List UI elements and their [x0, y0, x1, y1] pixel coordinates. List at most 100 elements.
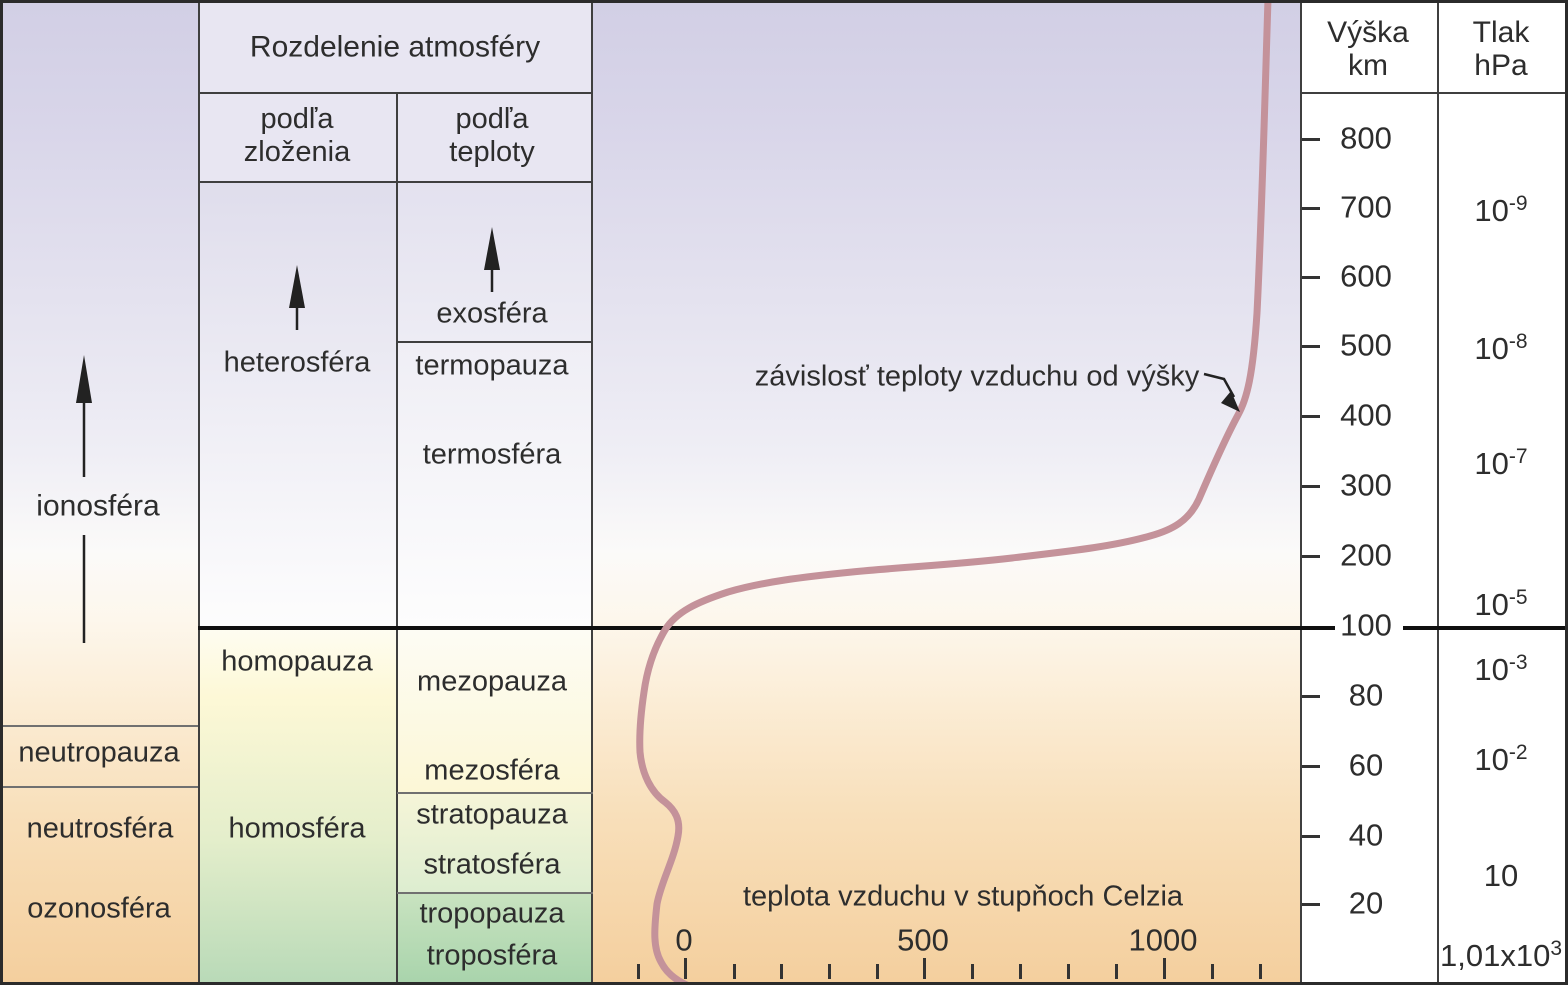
pressure-base: 10 [1474, 193, 1509, 229]
x-tick-label-0: 0 [675, 922, 693, 958]
cell-header-temperature [397, 92, 593, 181]
x-axis-major-tick [1163, 958, 1166, 979]
height-label-20: 20 [1348, 885, 1384, 921]
cell-header-composition [198, 92, 397, 181]
label-stratopause: stratopauza [416, 798, 568, 831]
height-label-80: 80 [1348, 677, 1384, 713]
line-scale-header-bottom [1300, 92, 1565, 94]
x-axis-minor-tick [1115, 964, 1118, 979]
pressure-label-1013: 1,01x103 [1440, 932, 1562, 972]
height-scale-tick [1302, 555, 1320, 558]
height-label-200: 200 [1340, 537, 1392, 573]
header-by-composition: podľa zloženia [243, 103, 351, 168]
label-heterosphere: heterosféra [223, 346, 371, 379]
line-stratosphere-bottom [397, 892, 593, 894]
border-table-divider [396, 92, 398, 982]
label-homopause: homopauza [221, 645, 373, 678]
x-tick-label-500: 500 [897, 922, 949, 958]
label-tropopause: tropopauza [419, 897, 565, 930]
x-axis-minor-tick [971, 964, 974, 979]
height-scale-tick [1302, 765, 1320, 768]
cell-heterosphere [198, 181, 397, 626]
x-axis-minor-tick [1019, 964, 1022, 979]
x-axis-minor-tick [1067, 964, 1070, 979]
pressure-base: 10 [1474, 587, 1509, 623]
label-stratosphere: stratosféra [423, 848, 561, 881]
table-title: Rozdelenie atmosféry [249, 30, 541, 64]
cell-homosphere [198, 626, 397, 982]
label-mesopause: mezopauza [417, 665, 567, 698]
line-table-title-bottom [198, 92, 593, 94]
border-chart-left [591, 3, 593, 982]
line-neutropause-top [3, 725, 198, 727]
pressure-base: 10 [1474, 742, 1509, 778]
height-scale-tick [1302, 207, 1320, 210]
height-label-800: 800 [1340, 120, 1392, 156]
line-exosphere-bottom [397, 341, 593, 343]
x-axis-minor-tick [733, 964, 736, 979]
pressure-exp: 3 [1550, 936, 1563, 960]
line-subheader-bottom [198, 181, 593, 183]
pressure-base: 10 [1474, 446, 1509, 482]
pressure-base: 1,01x10 [1439, 938, 1551, 974]
x-tick-label-1000: 1000 [1128, 922, 1198, 958]
pressure-label-1e-7: 10-7 [1474, 440, 1527, 480]
pressure-exp: -8 [1508, 329, 1528, 353]
height-scale-tick [1302, 835, 1320, 838]
height-scale-header: Výška km [1327, 16, 1409, 82]
label-thermosphere: termosféra [422, 438, 562, 471]
border-height-column [1300, 3, 1302, 982]
height-label-100: 100 [1340, 607, 1392, 643]
pressure-label-1e-2: 10-2 [1474, 736, 1527, 776]
height-label-400: 400 [1340, 397, 1392, 433]
height-label-300: 300 [1340, 467, 1392, 503]
pressure-base: 10 [1483, 858, 1519, 894]
label-neutrosphere: neutrosféra [26, 812, 174, 845]
line-neutropause-bottom [3, 786, 198, 788]
pressure-label-1e-9: 10-9 [1474, 187, 1527, 227]
cell-troposphere [397, 892, 593, 982]
height-label-600: 600 [1340, 258, 1392, 294]
height-scale-tick [1302, 695, 1320, 698]
cell-thermosphere [397, 341, 593, 626]
x-axis-minor-tick [780, 964, 783, 979]
label-homosphere: homosféra [228, 812, 366, 845]
pressure-base: 10 [1474, 331, 1509, 367]
label-ozonosphere: ozonosféra [27, 892, 171, 925]
line-mesosphere-bottom [397, 792, 593, 794]
pressure-exp: -9 [1508, 191, 1528, 215]
pressure-label-10: 10 [1484, 852, 1518, 892]
label-mesosphere: mezosféra [424, 754, 560, 787]
border-pressure-column [1437, 3, 1439, 982]
pressure-exp: -3 [1508, 650, 1528, 674]
pressure-exp: -7 [1508, 444, 1528, 468]
x-axis-major-tick [923, 958, 926, 979]
pressure-exp: -5 [1508, 585, 1528, 609]
left-column-background [3, 3, 200, 982]
x-axis-minor-tick [1259, 964, 1262, 979]
label-thermopause: termopauza [415, 349, 569, 382]
height-scale-tick [1302, 345, 1320, 348]
x-axis-major-tick [684, 958, 687, 979]
label-ionosphere: ionosféra [36, 489, 160, 523]
pressure-base: 10 [1474, 652, 1509, 688]
label-troposphere: troposféra [426, 939, 558, 972]
x-axis-minor-tick [637, 964, 640, 979]
height-scale-tick [1302, 903, 1320, 906]
pressure-exp: -2 [1508, 740, 1528, 764]
height-label-700: 700 [1340, 189, 1392, 225]
x-axis-title: teplota vzduchu v stupňoch Celzia [742, 880, 1184, 913]
border-left-column [198, 3, 200, 982]
line-100km-left [198, 626, 1335, 630]
height-scale-tick [1302, 485, 1320, 488]
x-axis-minor-tick [876, 964, 879, 979]
curve-annotation: závislosť teploty vzduchu od výšky [754, 360, 1200, 393]
pressure-scale-header: Tlak hPa [1472, 16, 1530, 82]
height-label-40: 40 [1348, 817, 1384, 853]
height-scale-tick [1302, 415, 1320, 418]
height-label-500: 500 [1340, 327, 1392, 363]
height-label-60: 60 [1348, 747, 1384, 783]
cell-mesosphere [397, 626, 593, 792]
label-exosphere: exosféra [436, 297, 548, 330]
